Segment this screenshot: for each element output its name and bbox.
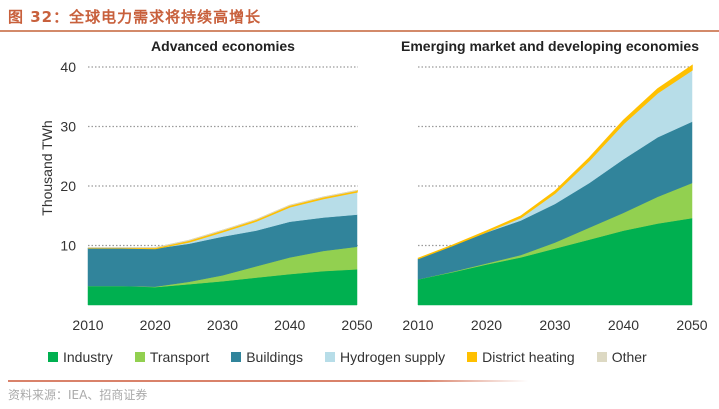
figure-title: 图 32：全球电力需求将持续高增长 [8,8,262,26]
x-tick-label: 2040 [608,317,639,333]
y-tick-label: 40 [60,59,76,75]
x-tick-label: 2030 [207,317,238,333]
panel-title-emde: Emerging market and developing economies [401,38,699,54]
legend-label: Hydrogen supply [340,349,446,365]
legend-label: Industry [63,349,113,365]
legend-item-industry: Industry [48,349,113,365]
legend-item-hydrogen-supply: Hydrogen supply [325,349,445,365]
x-tick-label: 2010 [402,317,433,333]
legend-item-district-heating: District heating [467,349,575,365]
footer-divider [8,380,528,382]
x-tick-label: 2050 [676,317,707,333]
panel-title-advanced: Advanced economies [151,38,295,54]
y-tick-label: 20 [60,178,76,194]
legend-label: Buildings [246,349,304,365]
x-tick-label: 2010 [72,317,103,333]
legend-item-buildings: Buildings [231,349,303,365]
legend-swatch [596,352,607,362]
legend-label: Other [611,349,647,365]
x-tick-label: 2030 [539,317,570,333]
source-note: 资料来源：IEA、招商证券 [8,388,148,402]
x-tick-label: 2020 [140,317,171,333]
legend-label: District heating [482,349,575,365]
legend: Industry Transport Buildings Hydrogen su… [48,349,669,365]
legend-swatch [325,352,336,362]
legend-swatch [134,352,145,362]
x-tick-label: 2040 [274,317,305,333]
area-other [87,189,358,249]
legend-label: Transport [149,349,210,365]
x-tick-label: 2020 [471,317,502,333]
legend-item-transport: Transport [134,349,210,365]
y-tick-label: 10 [60,238,76,254]
legend-item-other: Other [596,349,647,365]
x-tick-label: 2050 [341,317,372,333]
legend-swatch [467,352,478,362]
title-divider [0,30,719,32]
area-district-heating [417,64,693,260]
legend-swatch [231,352,242,362]
y-tick-label: 30 [60,119,76,135]
legend-swatch [48,352,58,362]
